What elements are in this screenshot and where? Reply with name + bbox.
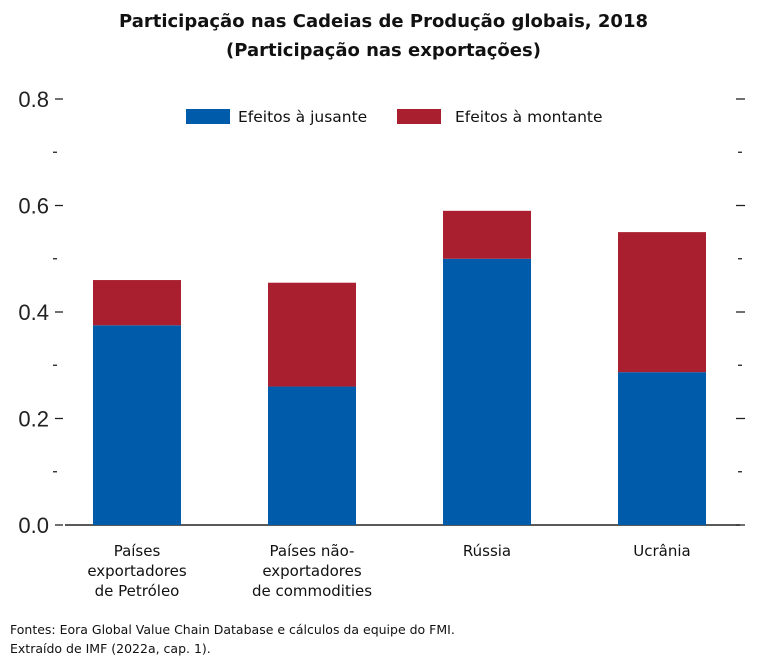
- y-tick-label: 0.2: [18, 407, 49, 432]
- x-category-label-line: Países: [113, 542, 161, 560]
- bar-montante: [93, 280, 181, 326]
- y-tick-label: 0.4: [18, 300, 49, 325]
- source-note: Fontes: Eora Global Value Chain Database…: [10, 622, 455, 637]
- x-category-label: Rússia: [407, 541, 567, 561]
- bar-montante: [618, 232, 706, 373]
- source-note-2: Extraído de IMF (2022a, cap. 1).: [10, 641, 211, 656]
- x-category-label-line: Ucrânia: [633, 542, 691, 560]
- legend-label: Efeitos à montante: [455, 108, 603, 126]
- chart-title: Participação nas Cadeias de Produção glo…: [119, 11, 648, 32]
- legend-swatch: [397, 109, 441, 124]
- bar-montante: [268, 282, 356, 387]
- chart-subtitle: (Participação nas exportações): [226, 40, 541, 61]
- legend-label: Efeitos à jusante: [238, 108, 367, 126]
- x-category-label-line: exportadores: [87, 562, 187, 580]
- bar-jusante: [93, 325, 181, 525]
- x-category-label-line: Rússia: [462, 542, 512, 560]
- bar-jusante: [443, 258, 531, 525]
- bar-jusante: [268, 386, 356, 525]
- x-category-label: Países não-exportadores de commodities: [232, 541, 392, 601]
- y-tick-label: 0.0: [18, 513, 49, 538]
- legend-swatch: [186, 109, 230, 124]
- bars-layer: [93, 210, 706, 525]
- y-tick-label: 0.6: [18, 194, 49, 219]
- x-category-label-line: exportadores: [262, 562, 362, 580]
- x-category-label: Países exportadores de Petróleo: [57, 541, 217, 601]
- x-category-label-line: de commodities: [251, 582, 373, 600]
- bar-jusante: [618, 372, 706, 525]
- bar-montante: [443, 210, 531, 259]
- x-category-label-line: Países não-: [269, 542, 355, 560]
- legend: Efeitos à jusante Efeitos à montante: [186, 108, 603, 126]
- y-tick-label: 0.8: [18, 87, 49, 112]
- x-category-label: Ucrânia: [582, 541, 742, 561]
- x-category-label-line: de Petróleo: [94, 582, 180, 600]
